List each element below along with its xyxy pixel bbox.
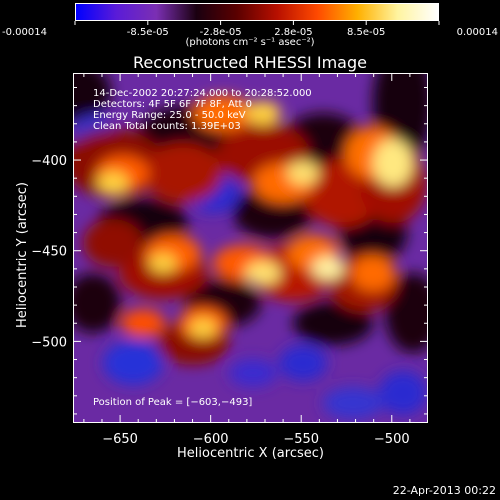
- colorbar-axis: -0.00014 -8.5e-05 -2.8e-05 2.8e-05 8.5e-05 0.…: [2, 21, 498, 38]
- peak-position-annotation: Position of Peak = [−603,−493]: [93, 397, 253, 408]
- x-tick-label: −600: [193, 432, 229, 447]
- colorbar-tick-label: 8.5e-05: [347, 27, 385, 38]
- y-tick-label: −500: [31, 335, 67, 350]
- heatmap-blob: [379, 371, 427, 415]
- heatmap-blob: [293, 301, 373, 345]
- x-tick-label: −550: [283, 432, 319, 447]
- colorbar-tick-label: -0.00014: [2, 27, 47, 38]
- clean-counts-annotation: Clean Total counts: 1.39E+03: [93, 121, 241, 132]
- colorbar-unit-label: (photons cm⁻² s⁻¹ asec⁻²): [185, 37, 315, 48]
- colorbar-tick-label: 2.8e-05: [274, 27, 312, 38]
- heatmap-blob: [279, 345, 327, 381]
- y-axis-label: Heliocentric Y (arcsec): [15, 182, 30, 328]
- heatmap-blobs: [35, 43, 441, 419]
- heatmap-plot: 14-Dec-2002 20:27:24.000 to 20:28:52.000…: [35, 43, 441, 423]
- x-tick-labels: −650 −600 −550 −500: [102, 432, 409, 447]
- x-axis-label: Heliocentric X (arcsec): [177, 446, 324, 461]
- energy-range-annotation: Energy Range: 25.0 - 50.0 keV: [93, 110, 246, 121]
- heatmap-blob: [143, 143, 223, 203]
- heatmap-blob: [121, 309, 165, 337]
- colorbar-ticks: [74, 21, 440, 25]
- colorbar-tick-label: -2.8e-05: [200, 27, 242, 38]
- footer-timestamp: 22-Apr-2013 00:22: [392, 484, 496, 497]
- colorbar-tick-labels: -0.00014 -8.5e-05 -2.8e-05 2.8e-05 8.5e-05 0.…: [2, 27, 498, 38]
- detectors-annotation: Detectors: 4F 5F 6F 7F 8F, Att 0: [93, 99, 253, 110]
- heatmap-blob: [287, 161, 319, 185]
- heatmap-blob: [103, 341, 163, 385]
- heatmap-blob: [65, 273, 121, 333]
- chart-title: Reconstructed RHESSI Image: [133, 53, 367, 72]
- heatmap-blob: [193, 95, 253, 131]
- y-tick-labels: −400 −450 −500: [31, 154, 67, 350]
- heatmap-blob: [323, 387, 383, 419]
- y-tick-label: −450: [31, 245, 67, 260]
- y-tick-label: −400: [31, 154, 67, 169]
- heatmap-blob: [97, 171, 129, 195]
- heatmap-blob: [189, 318, 217, 338]
- colorbar: [75, 3, 439, 21]
- x-tick-label: −650: [102, 432, 138, 447]
- heatmap-blob: [312, 256, 344, 280]
- heatmap-blob: [351, 255, 395, 291]
- heatmap-blob: [373, 139, 413, 187]
- heatmap-blob: [245, 261, 281, 285]
- colorbar-tick-label: -8.5e-05: [127, 27, 169, 38]
- time-range-annotation: 14-Dec-2002 20:27:24.000 to 20:28:52.000: [93, 88, 312, 99]
- colorbar-tick-label: 0.00014: [457, 27, 498, 38]
- x-tick-label: −500: [374, 432, 410, 447]
- heatmap-blob: [245, 101, 281, 125]
- heatmap-blob: [229, 359, 277, 387]
- plot-border: [73, 73, 428, 423]
- heatmap-blob: [149, 253, 177, 273]
- heatmap-blob: [83, 219, 143, 267]
